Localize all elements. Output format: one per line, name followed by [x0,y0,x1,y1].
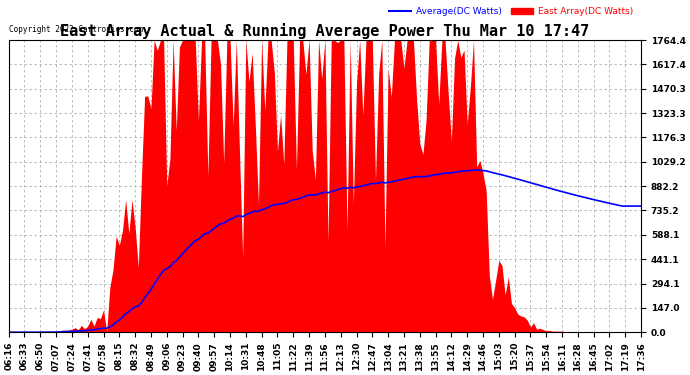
Title: East Array Actual & Running Average Power Thu Mar 10 17:47: East Array Actual & Running Average Powe… [60,23,589,39]
Legend: Average(DC Watts), East Array(DC Watts): Average(DC Watts), East Array(DC Watts) [385,4,637,20]
Text: Copyright 2022 Cartronics.com: Copyright 2022 Cartronics.com [9,25,143,34]
